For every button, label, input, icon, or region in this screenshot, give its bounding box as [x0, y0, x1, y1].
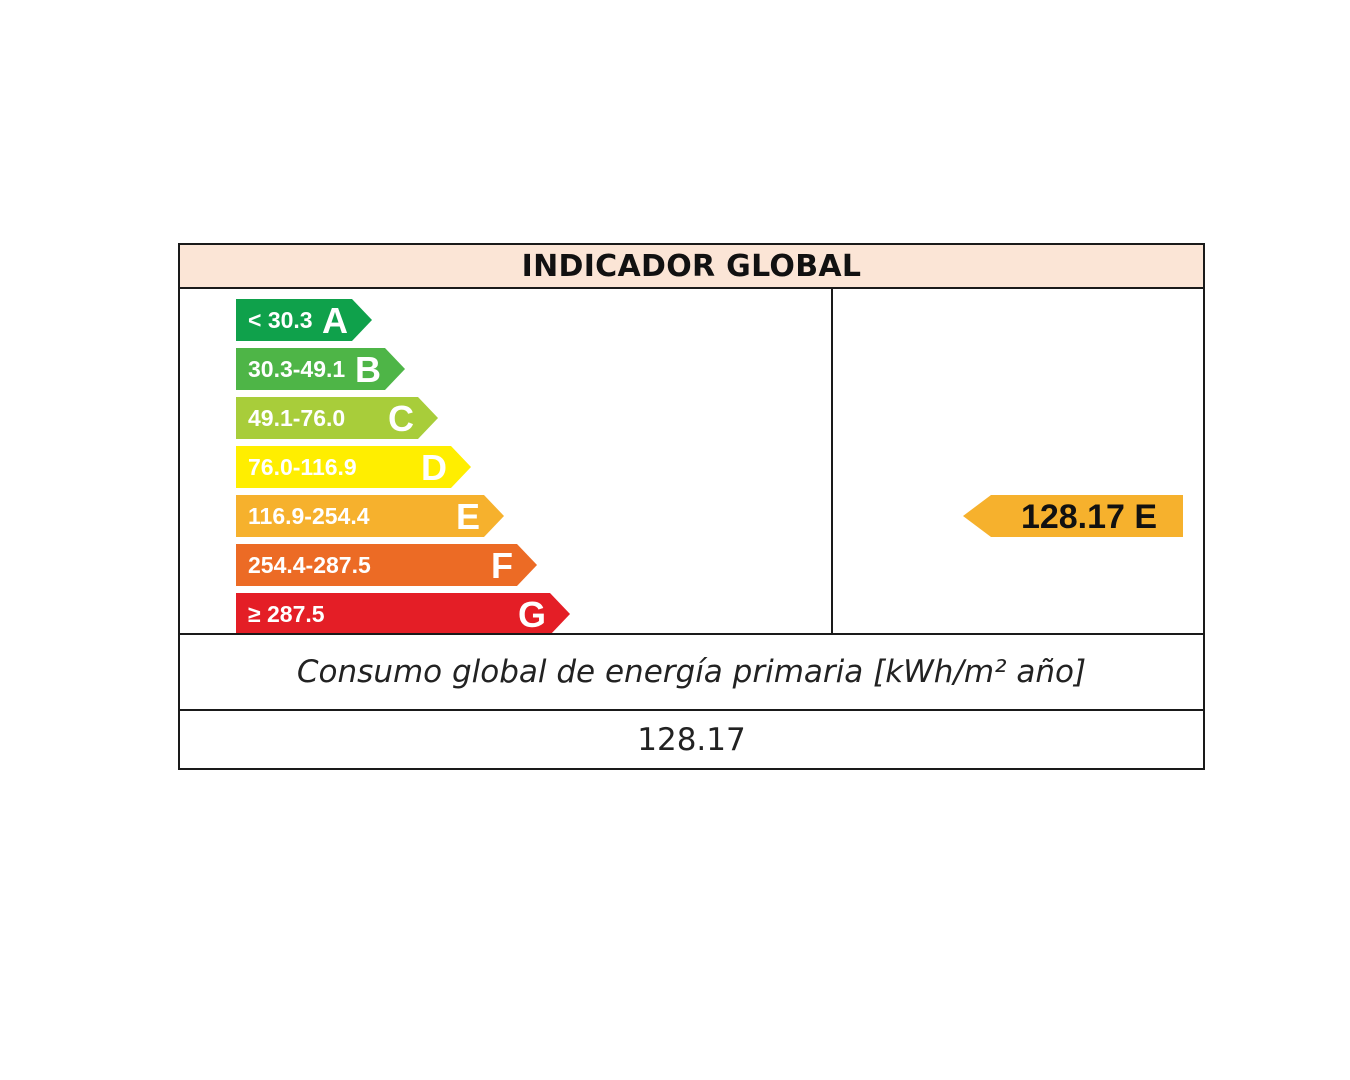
consumption-value: 128.17: [637, 721, 746, 758]
energy-range-label-b: 30.3-49.1: [248, 356, 345, 382]
energy-bar-shape-f: [236, 544, 537, 586]
energy-certificate-card: INDICADOR GLOBAL < 30.3 A 30.3-49.1 B 49.1-7…: [178, 243, 1205, 770]
energy-range-label-f: 254.4-287.5: [248, 552, 371, 578]
energy-bar-d: 76.0-116.9 D: [236, 446, 471, 488]
energy-range-label-e: 116.9-254.4: [248, 503, 370, 529]
energy-class-letter-d: D: [421, 447, 447, 488]
energy-bar-shape-b: [236, 348, 405, 390]
energy-class-letter-e: E: [456, 496, 480, 537]
indicator-title: INDICADOR GLOBAL: [180, 245, 1203, 289]
rating-arrow: [963, 495, 1183, 537]
energy-bar-a: < 30.3 A: [236, 299, 372, 341]
energy-bar-e: 116.9-254.4 E: [236, 495, 504, 537]
energy-bar-shape-e: [236, 495, 504, 537]
energy-class-letter-a: A: [322, 300, 348, 341]
consumption-description: Consumo global de energía primaria [kWh/…: [180, 635, 1203, 711]
energy-bar-g: ≥ 287.5 G: [236, 593, 570, 635]
rating-chart: 128.17 E: [963, 495, 1183, 537]
energy-bar-b: 30.3-49.1 B: [236, 348, 405, 390]
energy-class-letter-f: F: [491, 545, 513, 586]
energy-class-letter-c: C: [388, 398, 414, 439]
energy-bar-c: 49.1-76.0 C: [236, 397, 438, 439]
energy-bar-shape-c: [236, 397, 438, 439]
energy-bar-shape-d: [236, 446, 471, 488]
divider: [180, 633, 1203, 635]
energy-bar-f: 254.4-287.5 F: [236, 544, 537, 586]
rating-label: 128.17 E: [1021, 498, 1157, 536]
energy-scale-panel: < 30.3 A 30.3-49.1 B 49.1-76.0 C 76.0-116.9 D 11…: [180, 289, 833, 635]
energy-range-label-d: 76.0-116.9: [248, 454, 357, 480]
energy-range-label-g: ≥ 287.5: [248, 601, 325, 627]
energy-scale-chart: < 30.3 A 30.3-49.1 B 49.1-76.0 C 76.0-116.9 D 11…: [236, 299, 570, 635]
energy-bar-shape-a: [236, 299, 372, 341]
energy-range-label-a: < 30.3: [248, 307, 313, 333]
rating-panel: 128.17 E: [833, 289, 1203, 635]
energy-class-letter-g: G: [518, 594, 546, 635]
energy-bar-shape-g: [236, 593, 570, 635]
energy-range-label-c: 49.1-76.0: [248, 405, 345, 431]
energy-class-letter-b: B: [355, 349, 381, 390]
